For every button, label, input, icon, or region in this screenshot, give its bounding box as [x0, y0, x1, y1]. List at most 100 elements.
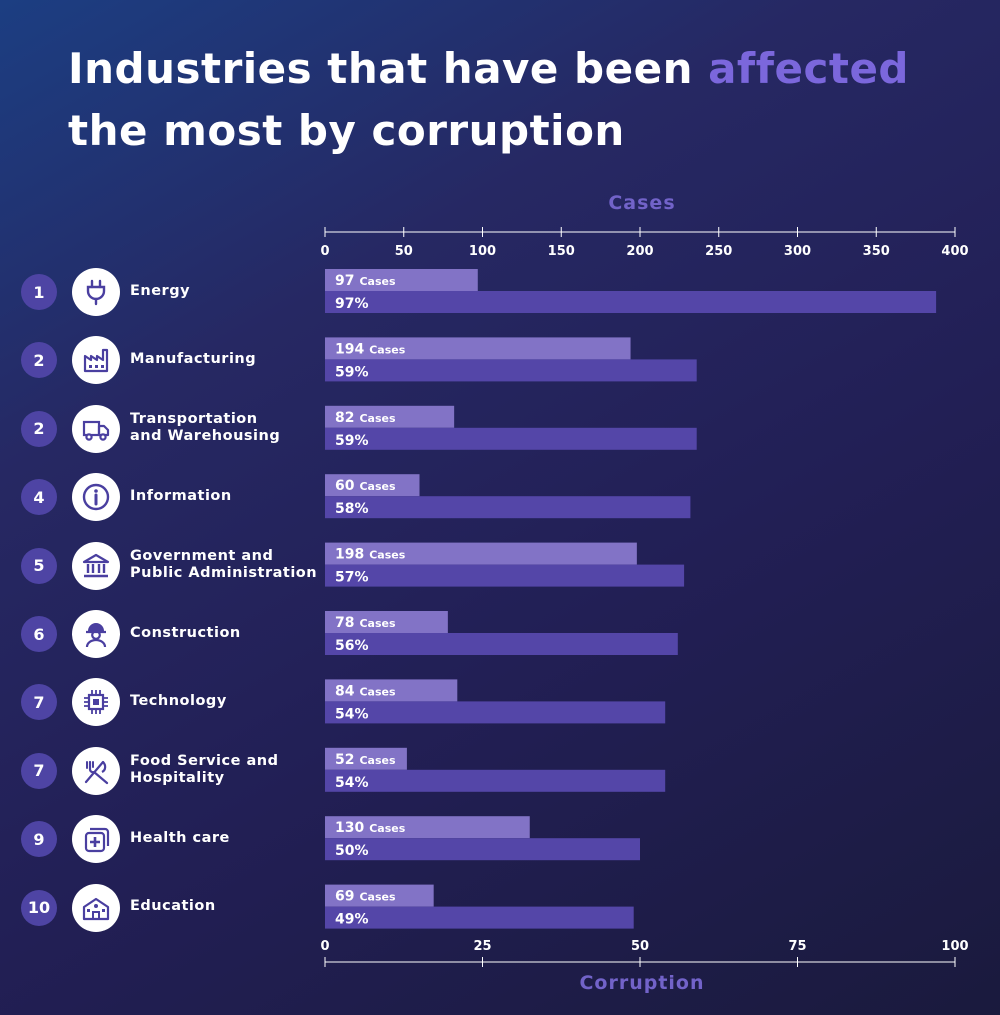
cases-bar-label: 97 Cases: [335, 273, 396, 289]
cases-bar: [325, 816, 530, 839]
corruption-bar-label: 49%: [335, 912, 369, 928]
top-tick-label: 50: [395, 244, 413, 259]
category-label: Information: [130, 487, 232, 504]
category-row: 7 Food Service and Hospitality: [0, 739, 320, 801]
top-tick-label: 400: [941, 244, 968, 259]
corruption-bar: [325, 291, 937, 313]
category-row: 5 Government and Public Administration: [0, 534, 320, 596]
category-label: Health care: [130, 829, 230, 846]
category-label: Education: [130, 898, 216, 915]
rank-badge: 2: [21, 410, 57, 447]
cases-bar-label: 84 Cases: [335, 683, 396, 699]
school-building-icon: [72, 883, 120, 932]
corruption-bar: [325, 906, 634, 929]
rank-badge: 1: [21, 274, 57, 310]
government-building-icon: [72, 541, 120, 590]
top-tick-label: 100: [469, 244, 496, 259]
top-tick-label: 150: [548, 244, 575, 259]
corruption-bar-label: 58%: [335, 501, 369, 517]
rank-badge: 7: [21, 752, 57, 789]
cases-bar: [325, 542, 637, 565]
category-row: 7 Technology: [0, 670, 320, 732]
category-row: 2 Transportation and Warehousing: [0, 397, 320, 459]
top-tick-label: 0: [320, 244, 329, 259]
corruption-bar-label: 59%: [335, 364, 369, 380]
rank-badge: 9: [21, 821, 57, 858]
chip-icon: [72, 678, 120, 727]
cases-bar: [325, 611, 448, 633]
plug-icon: [72, 268, 120, 316]
cases-bar: [325, 405, 455, 428]
rank-badge: 7: [21, 684, 57, 721]
category-label: Energy: [130, 282, 191, 299]
top-tick-label: 250: [705, 244, 732, 259]
rank-badge: 6: [21, 616, 57, 652]
rank-badge: 2: [21, 342, 57, 379]
bottom-tick-label: 75: [788, 939, 806, 954]
cases-bar-label: 130 Cases: [335, 820, 406, 836]
chart-title: Industries that have been affected the m…: [68, 38, 909, 162]
truck-icon: [72, 404, 120, 453]
cases-bar: [325, 269, 478, 291]
cases-bar: [325, 747, 407, 770]
top-tick-label: 300: [784, 244, 811, 259]
category-row: 10 Education: [0, 876, 320, 938]
corruption-bar: [325, 564, 685, 587]
fork-knife-icon: [72, 746, 120, 795]
corruption-bar-label: 54%: [335, 775, 369, 791]
bottom-axis-title: Corruption: [579, 972, 705, 994]
top-tick-label: 350: [863, 244, 890, 259]
corruption-bar-label: 56%: [335, 638, 369, 654]
corruption-bar-label: 59%: [335, 433, 369, 449]
corruption-bar-label: 50%: [335, 843, 369, 859]
bottom-tick-label: 0: [320, 939, 329, 954]
category-label: Food Service and Hospitality: [130, 752, 279, 786]
cases-bar: [325, 884, 434, 907]
cases-bar-label: 60 Cases: [335, 478, 396, 494]
corruption-bar: [325, 838, 640, 861]
cases-bar-label: 69 Cases: [335, 889, 396, 905]
corruption-bar-label: 97%: [335, 296, 369, 312]
hard-hat-worker-icon: [72, 610, 120, 658]
category-row: 6 Construction: [0, 602, 320, 664]
info-icon: [72, 473, 120, 522]
category-label: Construction: [130, 624, 241, 641]
category-label: Manufacturing: [130, 350, 257, 367]
corruption-bar: [325, 359, 697, 382]
corruption-bar-label: 54%: [335, 706, 369, 722]
category-label: Government and Public Administration: [130, 547, 318, 581]
category-label: Transportation and Warehousing: [130, 410, 281, 444]
top-tick-label: 200: [626, 244, 653, 259]
bottom-tick-label: 50: [631, 939, 649, 954]
category-label: Technology: [130, 692, 227, 709]
category-row: 2 Manufacturing: [0, 328, 320, 390]
bottom-tick-label: 100: [941, 939, 968, 954]
corruption-bar: [325, 496, 691, 519]
corruption-bar-label: 57%: [335, 570, 369, 586]
corruption-bar: [325, 701, 666, 724]
title-line-2: the most by corruption: [68, 106, 625, 155]
cases-bar: [325, 679, 458, 702]
cases-bar-label: 82 Cases: [335, 410, 396, 426]
cases-bar: [325, 337, 631, 360]
cases-bar-label: 194 Cases: [335, 341, 406, 357]
cases-bar-label: 78 Cases: [335, 615, 396, 631]
factory-icon: [72, 336, 120, 385]
corruption-bar: [325, 769, 666, 792]
rank-badge: 10: [21, 889, 57, 926]
cases-bar: [325, 474, 420, 497]
cases-bar-label: 52 Cases: [335, 752, 396, 768]
top-axis-title: Cases: [608, 192, 676, 214]
rank-badge: 4: [21, 479, 57, 516]
health-care-icon: [72, 815, 120, 864]
cases-bar-label: 198 Cases: [335, 547, 406, 563]
title-accent-word: affected: [708, 44, 909, 93]
category-row: 9 Health care: [0, 807, 320, 869]
rank-badge: 5: [21, 547, 57, 584]
corruption-bar: [325, 427, 697, 450]
title-line-1: Industries that have been affected: [68, 44, 909, 93]
corruption-bar: [325, 633, 678, 655]
category-row: 4 Information: [0, 465, 320, 527]
category-row: 1 Energy: [0, 260, 320, 322]
